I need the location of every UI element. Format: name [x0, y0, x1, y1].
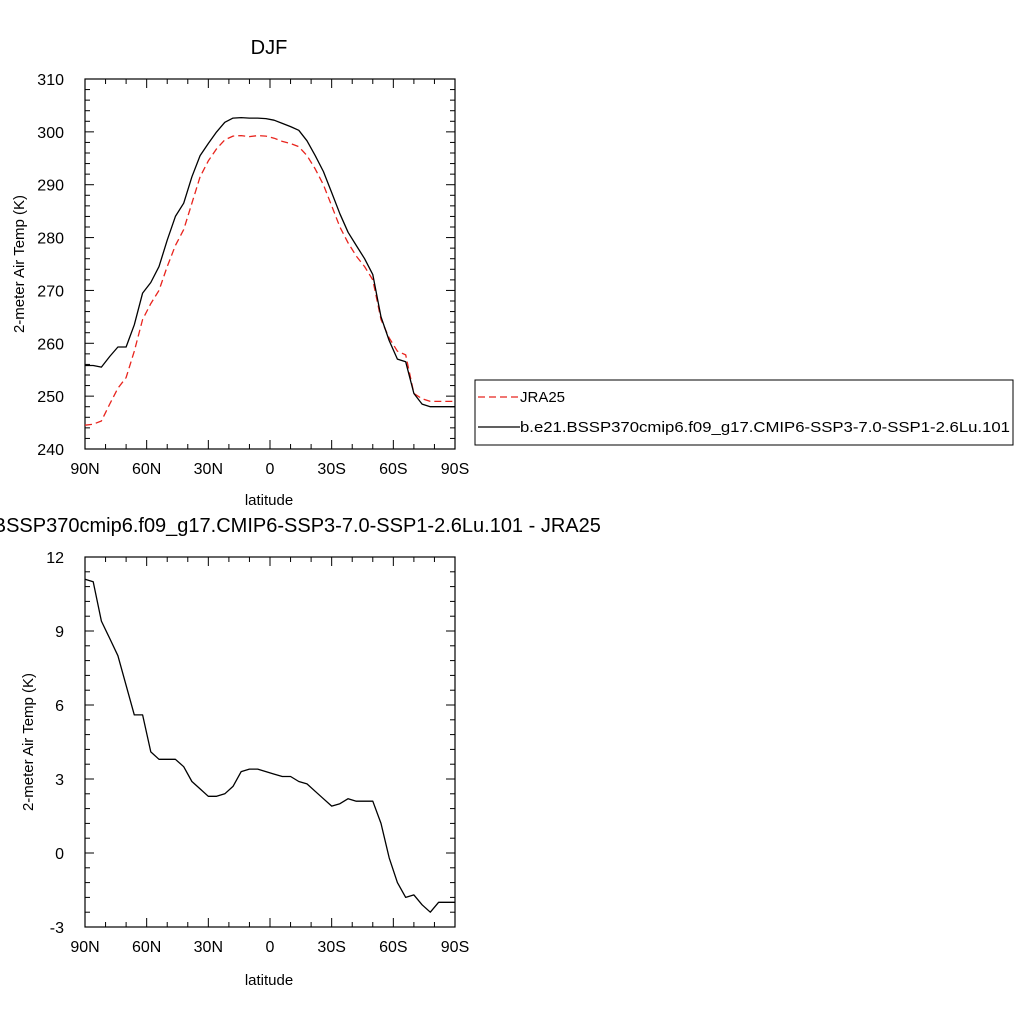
- top-y-tick-label: 300: [37, 125, 64, 142]
- top-x-tick-label: 30N: [194, 461, 223, 478]
- top-y-tick-label: 280: [37, 231, 64, 248]
- legend: JRA25 b.e21.BSSP370cmip6.f09_g17.CMIP6-S…: [474, 379, 1014, 446]
- top-series-line-1: [85, 116, 455, 408]
- top-x-tick-label: 90N: [70, 461, 99, 478]
- bottom-y-tick-label: 3: [55, 772, 64, 789]
- top-x-tick-label: 90S: [441, 461, 469, 478]
- bottom-x-tick-label: 30S: [317, 939, 345, 956]
- bottom-y-tick-label: 0: [55, 846, 64, 863]
- top-axes: 90N 60N 30N 0 30S 60S 90S 240 250 260 270 280 290 300…: [37, 72, 469, 478]
- bottom-x-tick-label: 90N: [70, 939, 99, 956]
- bottom-chart-title: b.e21.BSSP370cmip6.f09_g17.CMIP6-SSP3-7.…: [0, 515, 601, 537]
- top-series-group: [84, 116, 455, 426]
- top-y-axis-label: 2-meter Air Temp (K): [11, 195, 28, 333]
- bottom-y-tick-label: 9: [55, 624, 64, 641]
- top-y-tick-label: 260: [37, 336, 64, 353]
- top-panel: DJF latitude 2-meter Air Temp (K) 90N 60N…: [11, 37, 469, 509]
- bottom-x-tick-label: 90S: [441, 939, 469, 956]
- top-x-tick-label: 0: [266, 461, 275, 478]
- top-x-tick-label: 60N: [132, 461, 161, 478]
- top-y-tick-label: 250: [37, 389, 64, 406]
- top-x-tick-label: 30S: [317, 461, 345, 478]
- bottom-plot-frame: [84, 556, 456, 928]
- bottom-x-tick-label: 60S: [379, 939, 407, 956]
- bottom-y-tick-label: -3: [50, 920, 64, 937]
- bottom-x-tick-label: 30N: [194, 939, 223, 956]
- bottom-y-tick-label: 6: [55, 698, 64, 715]
- top-series-line-0: [84, 134, 455, 426]
- legend-label-model: b.e21.BSSP370cmip6.f09_g17.CMIP6-SSP3-7.…: [520, 419, 1010, 436]
- bottom-x-axis-label: latitude: [245, 972, 293, 989]
- bottom-x-tick-label: 0: [266, 939, 275, 956]
- top-chart-title: DJF: [251, 37, 288, 59]
- bottom-x-tick-label: 60N: [132, 939, 161, 956]
- bottom-axes: 90N 60N 30N 0 30S 60S 90S -3 0 3 6 9 12: [46, 550, 469, 956]
- bottom-series-group: [84, 578, 455, 913]
- top-y-tick-label: 310: [37, 72, 64, 89]
- legend-label-jra25: JRA25: [520, 389, 565, 406]
- top-x-axis-label: latitude: [245, 492, 293, 509]
- top-x-tick-label: 60S: [379, 461, 407, 478]
- bottom-y-axis-label: 2-meter Air Temp (K): [20, 673, 37, 811]
- top-y-tick-label: 270: [37, 283, 64, 300]
- bottom-panel: b.e21.BSSP370cmip6.f09_g17.CMIP6-SSP3-7.…: [0, 515, 601, 989]
- top-y-tick-label: 290: [37, 178, 64, 195]
- top-y-tick-label: 240: [37, 442, 64, 459]
- bottom-series-line-0: [84, 578, 455, 913]
- top-plot-frame: [84, 78, 456, 450]
- bottom-y-tick-label: 12: [46, 550, 64, 567]
- legend-box: [474, 379, 1014, 446]
